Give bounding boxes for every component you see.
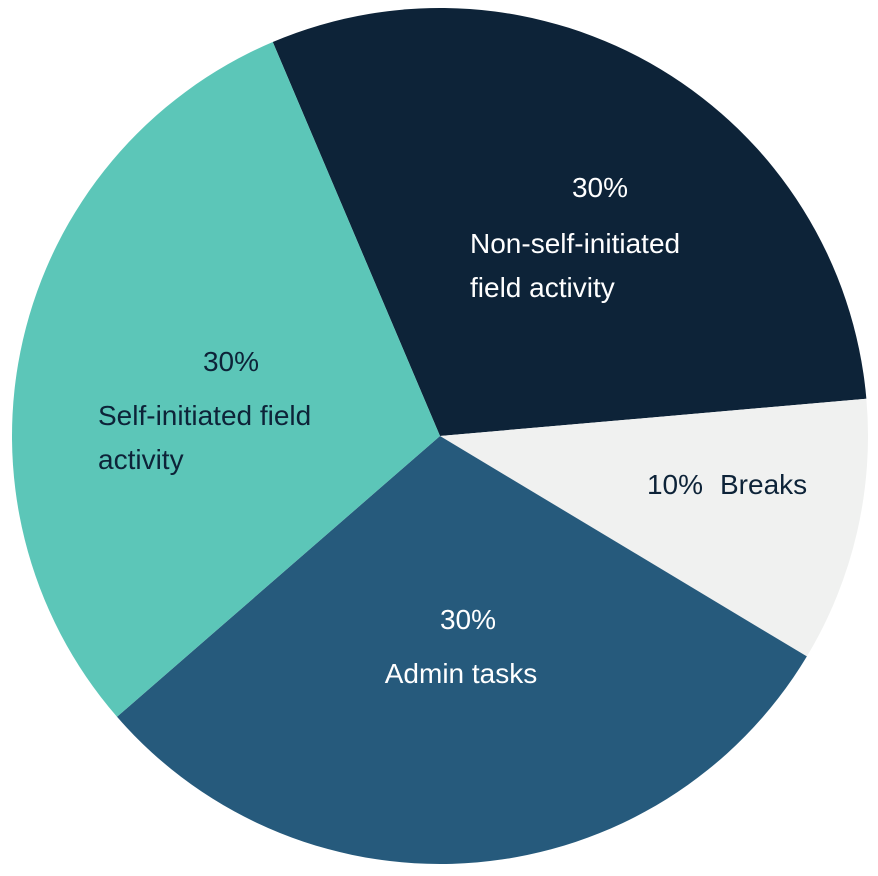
pie-slice [12, 42, 440, 717]
slice-category-label: Self-initiated field activity [98, 400, 312, 475]
slice-category-label: Admin tasks [384, 658, 538, 689]
pie-slice [272, 7, 867, 437]
slice-category-label: Non-self-initiated field activity [470, 228, 681, 303]
slice-value-label: 30% [202, 346, 260, 377]
pie-slice [440, 398, 868, 657]
pie-slice [116, 436, 807, 864]
slice-value-label: 10% [646, 469, 704, 500]
slice-value-label: 30% [571, 172, 629, 203]
slice-category-label: Breaks [720, 469, 808, 500]
slice-value-label: 30% [439, 604, 497, 635]
